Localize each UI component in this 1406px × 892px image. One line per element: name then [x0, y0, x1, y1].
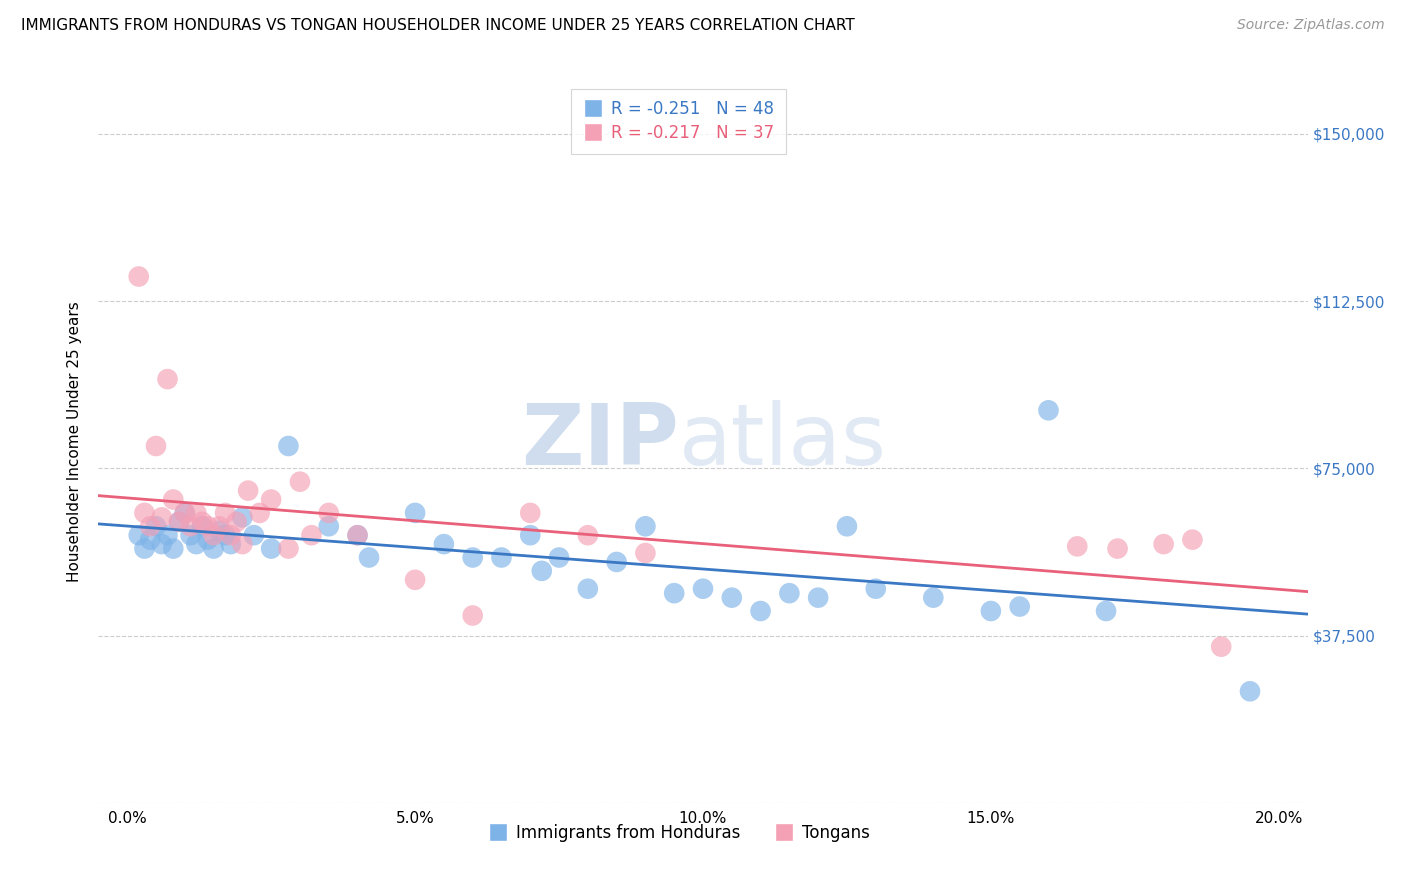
Point — [208, 524, 231, 538]
Legend: Immigrants from Honduras, Tongans: Immigrants from Honduras, Tongans — [478, 814, 880, 852]
Point — [145, 439, 167, 453]
Point — [186, 537, 208, 551]
Text: ZIP: ZIP — [522, 400, 679, 483]
Point — [173, 506, 195, 520]
Text: IMMIGRANTS FROM HONDURAS VS TONGAN HOUSEHOLDER INCOME UNDER 25 YEARS CORRELATION: IMMIGRANTS FROM HONDURAS VS TONGAN HOUSE… — [21, 18, 855, 33]
Point — [191, 515, 214, 529]
Point — [186, 506, 208, 520]
Point — [1153, 537, 1175, 551]
Point — [318, 519, 340, 533]
Point — [162, 541, 184, 556]
Point — [835, 519, 858, 533]
Point — [134, 506, 156, 520]
Point — [491, 550, 513, 565]
Point — [301, 528, 323, 542]
Point — [530, 564, 553, 578]
Point — [404, 506, 426, 520]
Text: Source: ZipAtlas.com: Source: ZipAtlas.com — [1237, 18, 1385, 32]
Point — [208, 519, 231, 533]
Point — [231, 537, 253, 551]
Point — [1211, 640, 1233, 654]
Point — [180, 519, 202, 533]
Point — [548, 550, 571, 565]
Point — [1181, 533, 1204, 547]
Point — [433, 537, 456, 551]
Point — [1066, 539, 1088, 553]
Point — [219, 537, 242, 551]
Point — [461, 550, 484, 565]
Point — [1239, 684, 1261, 698]
Point — [1107, 541, 1129, 556]
Point — [202, 541, 225, 556]
Point — [202, 528, 225, 542]
Point — [1095, 604, 1118, 618]
Point — [134, 541, 156, 556]
Point — [128, 269, 150, 284]
Point — [357, 550, 380, 565]
Point — [277, 439, 299, 453]
Point — [1038, 403, 1060, 417]
Point — [692, 582, 714, 596]
Point — [150, 510, 173, 524]
Point — [720, 591, 742, 605]
Point — [922, 591, 945, 605]
Point — [191, 519, 214, 533]
Point — [243, 528, 266, 542]
Point — [807, 591, 830, 605]
Point — [156, 528, 179, 542]
Point — [167, 515, 190, 529]
Point — [461, 608, 484, 623]
Point — [197, 519, 219, 533]
Point — [219, 528, 242, 542]
Point — [576, 528, 599, 542]
Point — [346, 528, 368, 542]
Point — [249, 506, 271, 520]
Point — [167, 515, 190, 529]
Point — [260, 492, 283, 507]
Point — [576, 582, 599, 596]
Point — [180, 528, 202, 542]
Point — [288, 475, 311, 489]
Point — [231, 510, 253, 524]
Point — [634, 546, 657, 560]
Point — [260, 541, 283, 556]
Point — [277, 541, 299, 556]
Point — [197, 533, 219, 547]
Point — [162, 492, 184, 507]
Point — [404, 573, 426, 587]
Point — [778, 586, 800, 600]
Point — [128, 528, 150, 542]
Point — [214, 528, 236, 542]
Point — [236, 483, 259, 498]
Point — [346, 528, 368, 542]
Point — [865, 582, 887, 596]
Point — [606, 555, 628, 569]
Point — [749, 604, 772, 618]
Point — [634, 519, 657, 533]
Point — [156, 372, 179, 386]
Point — [519, 528, 541, 542]
Point — [318, 506, 340, 520]
Point — [1008, 599, 1031, 614]
Point — [225, 515, 247, 529]
Point — [150, 537, 173, 551]
Point — [664, 586, 686, 600]
Point — [980, 604, 1002, 618]
Point — [139, 519, 162, 533]
Point — [173, 506, 195, 520]
Y-axis label: Householder Income Under 25 years: Householder Income Under 25 years — [67, 301, 83, 582]
Text: atlas: atlas — [679, 400, 887, 483]
Point — [519, 506, 541, 520]
Point — [139, 533, 162, 547]
Point — [214, 506, 236, 520]
Point — [145, 519, 167, 533]
